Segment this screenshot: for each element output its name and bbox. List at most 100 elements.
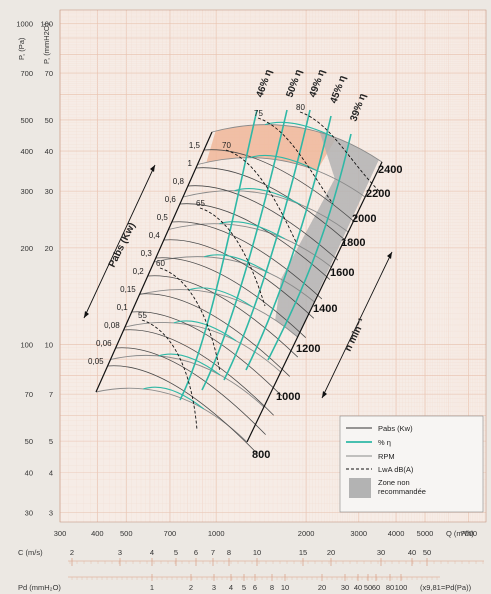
c-tick: 50: [423, 548, 431, 557]
x-tick: 500: [120, 529, 133, 538]
power-label: 0,2: [133, 267, 145, 276]
c-tick: 3: [118, 548, 122, 557]
power-curve: [187, 185, 339, 261]
pabs-arrowhead: [150, 165, 155, 172]
efficiency-curve-segment: [264, 121, 334, 138]
power-label: 0,3: [141, 249, 153, 258]
pd-tick: 6: [253, 583, 257, 592]
noise-label: 65: [196, 199, 205, 208]
c-tick: 10: [253, 548, 261, 557]
efficiency-curve-segment: [173, 320, 237, 342]
rpm-curve: [211, 124, 383, 163]
y-tick-pa: 700: [20, 69, 33, 78]
power-label: 0,08: [104, 321, 120, 330]
legend: Pabs (Kw) % η RPM LwA dB(A) Zone nonrecomman…: [339, 415, 484, 513]
rpm-label: 1600: [330, 267, 354, 279]
rpm-label: 1400: [313, 303, 337, 315]
y-tick-pa: 50: [25, 437, 33, 446]
y-axis-label-pa: P, (Pa): [17, 37, 26, 60]
c-tick: 40: [408, 548, 416, 557]
rpm-axis-edge: [246, 161, 383, 443]
efficiency-curve: [179, 109, 258, 401]
legend-label: LwA dB(A): [378, 465, 414, 474]
efficiency-curve: [201, 109, 288, 391]
noise-label: 60: [156, 259, 165, 268]
y-tick-mmh2o: 30: [45, 187, 53, 196]
c-tick: 7: [211, 548, 215, 557]
y-tick-pa: 200: [20, 244, 33, 253]
legend-label: RPM: [378, 452, 395, 461]
efficiency-curve-segment: [188, 287, 253, 308]
power-label: 0,05: [88, 357, 104, 366]
efficiency-curve-segment: [143, 386, 205, 410]
x-tick: 5000: [417, 529, 434, 538]
rpm-curve: [139, 289, 298, 338]
pd-tick: 1: [150, 583, 154, 592]
y-tick-pa: 400: [20, 147, 33, 156]
y-tick-mmh2o: 10: [45, 340, 53, 349]
legend-label: % η: [378, 438, 391, 447]
x-tick: 3000: [350, 529, 367, 538]
legend-zone-swatch: [349, 478, 371, 498]
rpm-label: 2200: [366, 188, 390, 200]
power-curve: [131, 311, 282, 397]
rpm-label: 800: [252, 449, 270, 461]
y-tick-mmh2o: 5: [49, 437, 53, 446]
pd-tick: 50: [364, 583, 372, 592]
pd-tick: 2: [189, 583, 193, 592]
power-curve: [123, 329, 274, 416]
power-curve: [179, 203, 331, 280]
noise-label: 55: [138, 311, 147, 320]
power-curve: [163, 239, 315, 319]
x-tick: 700: [164, 529, 177, 538]
power-label: 0,8: [173, 177, 185, 186]
noise-label: 70: [222, 141, 231, 150]
power-curve: [115, 347, 266, 435]
n-arrowhead: [387, 252, 392, 259]
y-tick-mmh2o: 40: [45, 147, 53, 156]
pabs-arrow: [83, 164, 156, 319]
rpm-curve: [110, 354, 265, 408]
y-tick-mmh2o: 7: [49, 390, 53, 399]
rpm-label: 2000: [352, 213, 376, 225]
c-tick: 4: [150, 548, 154, 557]
pd-tick: 30: [341, 583, 349, 592]
noise-curve: [257, 117, 334, 205]
power-label: 0,1: [117, 303, 129, 312]
pd-tick: 5: [242, 583, 246, 592]
c-scale-label: C (m/s): [18, 548, 43, 557]
power-axis-edge: [95, 131, 213, 393]
x-tick: 300: [54, 529, 67, 538]
x-tick: 1000: [208, 529, 225, 538]
x-tick: 4000: [388, 529, 405, 538]
y-tick-pa: 500: [20, 116, 33, 125]
efficiency-curve-segment: [219, 221, 285, 240]
c-tick: 30: [377, 548, 385, 557]
legend-label: Pabs (Kw): [378, 424, 413, 433]
pd-scale-label: Pd (mmH₂O): [18, 583, 61, 592]
rpm-label: 1200: [296, 343, 320, 355]
c-tick: 8: [227, 548, 231, 557]
power-curve: [195, 167, 347, 242]
noise-curve: [141, 319, 198, 431]
noise-curve: [199, 207, 266, 307]
power-label: 0,06: [96, 339, 112, 348]
pd-note: (x9,81=Pd(Pa)): [420, 583, 472, 592]
rpm-curve: [168, 223, 332, 268]
c-tick: 15: [299, 548, 307, 557]
pd-tick: 20: [318, 583, 326, 592]
y-tick-mmh2o: 70: [45, 69, 53, 78]
x-tick: 2000: [298, 529, 315, 538]
y-tick-pa: 30: [25, 508, 33, 517]
n-arrowhead-bottom: [322, 391, 327, 398]
c-tick: 20: [327, 548, 335, 557]
efficiency-curve-segment: [249, 154, 318, 172]
c-tick: 2: [70, 548, 74, 557]
pd-tick: 8: [270, 583, 274, 592]
y-tick-mmh2o: 100: [40, 19, 53, 28]
power-label: 0,6: [165, 195, 177, 204]
pd-tick: 40: [354, 583, 362, 592]
x-tick: 400: [91, 529, 104, 538]
y-tick-mmh2o: 4: [49, 468, 53, 477]
